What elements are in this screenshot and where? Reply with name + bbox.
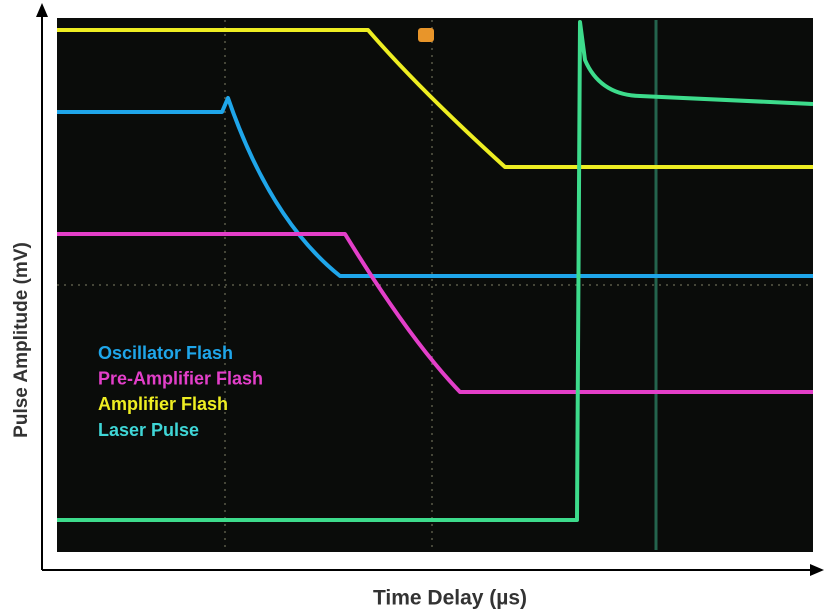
x-axis-label: Time Delay (µs) [373,587,527,610]
y-axis-label: Pulse Amplitude (mV) [11,242,32,438]
y-axis-arrow [36,3,48,17]
legend-entry: Laser Pulse [98,420,199,440]
figure: Time Delay (µs) Pulse Amplitude (mV) Osc… [0,0,825,615]
legend-entry: Oscillator Flash [98,343,233,363]
legend-entry: Pre-Amplifier Flash [98,368,263,388]
trigger-marker [418,28,434,42]
x-axis-arrow [810,564,824,576]
legend-entry: Amplifier Flash [98,394,228,414]
